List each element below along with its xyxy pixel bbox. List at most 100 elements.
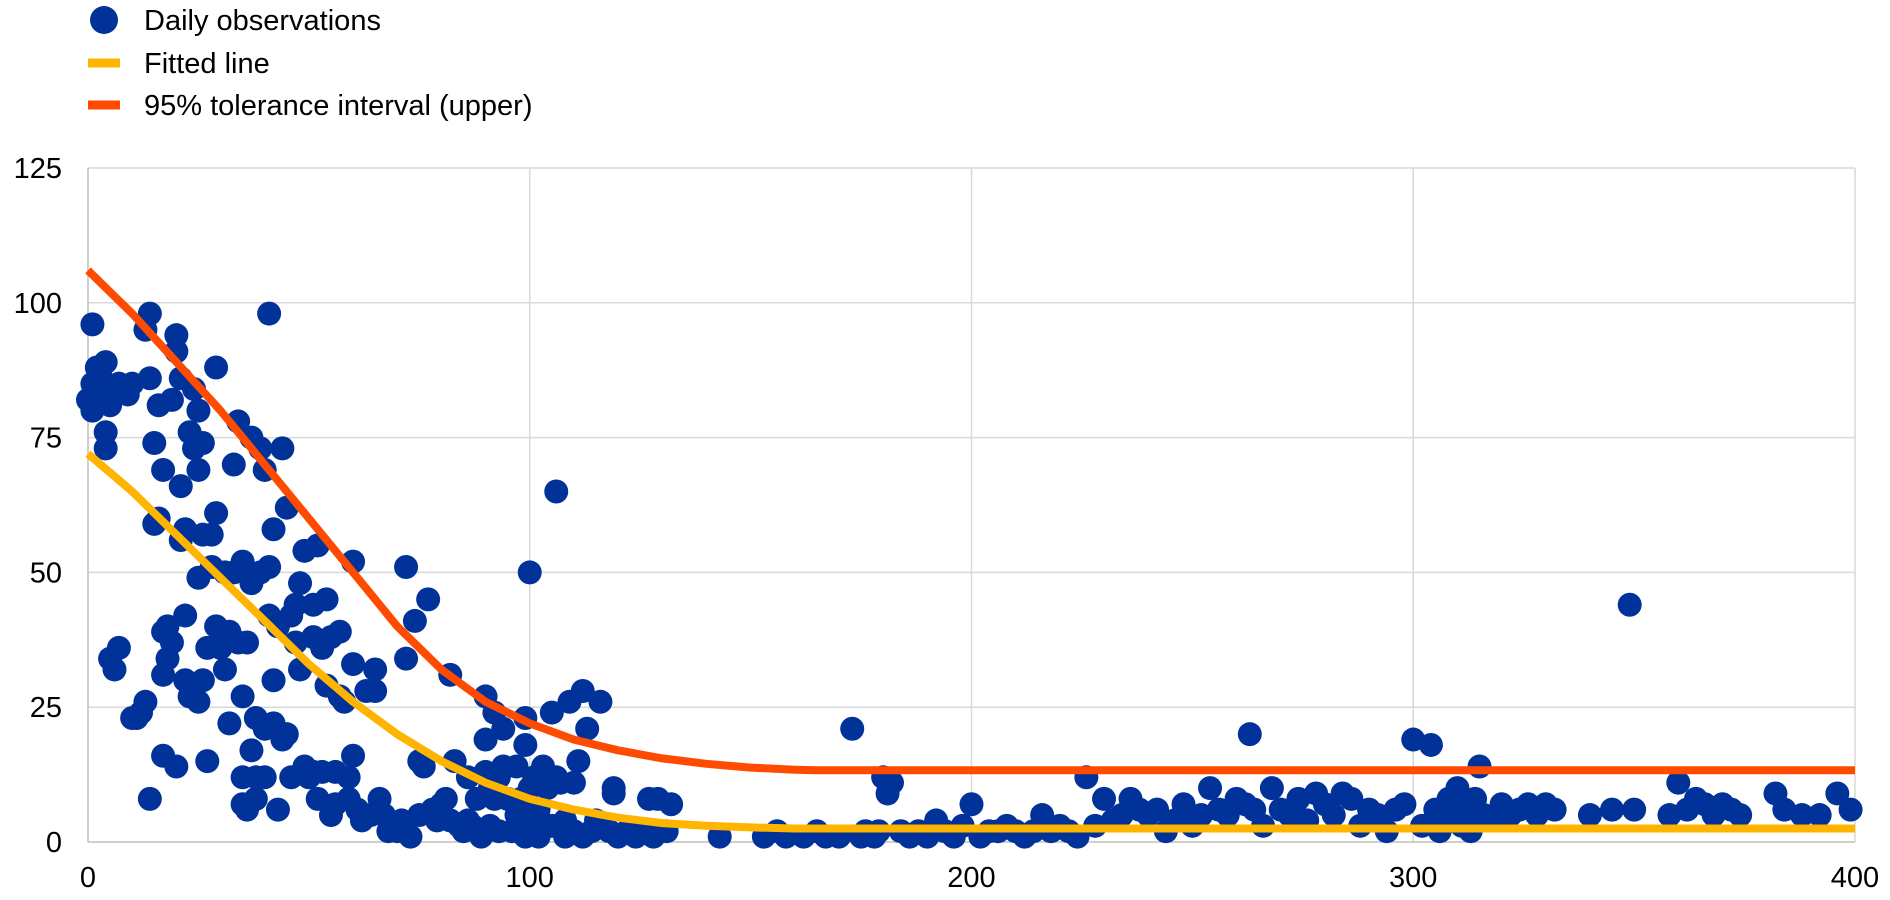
data-point bbox=[204, 355, 229, 380]
data-point bbox=[102, 657, 127, 682]
data-point bbox=[1321, 803, 1346, 828]
data-point bbox=[517, 560, 542, 585]
data-point bbox=[1838, 797, 1863, 822]
data-point bbox=[398, 824, 423, 849]
x-axis-tick-labels: 0 100 200 300 400 bbox=[80, 862, 1879, 894]
data-point bbox=[265, 797, 290, 822]
data-point bbox=[1600, 797, 1625, 822]
data-point bbox=[570, 679, 595, 704]
data-point bbox=[513, 732, 538, 757]
data-point bbox=[137, 786, 162, 811]
data-point bbox=[1807, 803, 1832, 828]
data-point bbox=[341, 652, 366, 677]
data-point bbox=[336, 765, 361, 790]
y-tick-label: 75 bbox=[30, 423, 62, 455]
data-point bbox=[1445, 776, 1470, 801]
data-point bbox=[473, 727, 498, 752]
data-point bbox=[575, 716, 600, 741]
data-point bbox=[252, 765, 277, 790]
data-point bbox=[1198, 776, 1223, 801]
x-tick-label: 0 bbox=[80, 862, 96, 894]
data-point bbox=[204, 501, 229, 526]
grid-lines bbox=[88, 167, 1856, 842]
data-point bbox=[1171, 792, 1196, 817]
data-point bbox=[274, 722, 299, 747]
data-point bbox=[230, 684, 255, 709]
data-point bbox=[164, 754, 189, 779]
data-point bbox=[133, 689, 158, 714]
data-point bbox=[1259, 776, 1284, 801]
data-point bbox=[659, 792, 684, 817]
data-point bbox=[394, 646, 419, 671]
data-point bbox=[270, 436, 295, 461]
data-point bbox=[243, 786, 268, 811]
data-point bbox=[1092, 786, 1117, 811]
data-point bbox=[1339, 786, 1364, 811]
data-point bbox=[416, 587, 441, 612]
data-point bbox=[959, 792, 984, 817]
data-point bbox=[195, 749, 220, 774]
data-point bbox=[212, 657, 237, 682]
data-point bbox=[261, 517, 286, 542]
data-point bbox=[217, 711, 242, 736]
data-point bbox=[235, 630, 260, 655]
data-point bbox=[288, 571, 313, 596]
data-point bbox=[186, 398, 211, 423]
x-tick-label: 300 bbox=[1389, 862, 1437, 894]
data-point bbox=[327, 619, 352, 644]
x-tick-label: 400 bbox=[1831, 862, 1879, 894]
y-tick-label: 0 bbox=[46, 827, 62, 859]
data-point bbox=[363, 657, 388, 682]
data-point bbox=[190, 668, 215, 693]
data-point bbox=[402, 608, 427, 633]
data-point bbox=[190, 430, 215, 455]
data-point bbox=[314, 587, 339, 612]
data-point bbox=[1666, 770, 1691, 795]
data-point bbox=[186, 689, 211, 714]
data-point bbox=[1728, 803, 1753, 828]
data-point bbox=[363, 679, 388, 704]
data-point bbox=[93, 350, 118, 375]
data-point bbox=[394, 555, 419, 580]
x-tick-label: 100 bbox=[506, 862, 554, 894]
data-point bbox=[1392, 792, 1417, 817]
data-point bbox=[1237, 722, 1262, 747]
y-tick-label: 125 bbox=[14, 153, 62, 185]
data-point bbox=[566, 749, 591, 774]
data-point bbox=[840, 716, 865, 741]
data-point bbox=[168, 474, 193, 499]
data-point bbox=[707, 824, 732, 849]
data-point bbox=[1577, 803, 1602, 828]
data-point bbox=[137, 366, 162, 391]
data-point bbox=[601, 781, 626, 806]
fitted-line bbox=[85, 450, 1855, 833]
y-tick-label: 25 bbox=[30, 692, 62, 724]
data-point bbox=[257, 301, 282, 326]
data-point bbox=[588, 689, 613, 714]
data-point bbox=[1418, 732, 1443, 757]
data-point bbox=[504, 754, 529, 779]
data-point bbox=[221, 452, 246, 477]
legend-label-tolerance-interval: 95% tolerance interval (upper) bbox=[144, 90, 532, 122]
data-point bbox=[491, 716, 516, 741]
data-point bbox=[1542, 797, 1567, 822]
data-point bbox=[173, 603, 198, 628]
data-point bbox=[239, 738, 264, 763]
legend-label-fitted-line: Fitted line bbox=[144, 48, 270, 80]
data-point bbox=[186, 457, 211, 482]
data-point bbox=[341, 743, 366, 768]
chart-legend: Daily observations Fitted line 95% toler… bbox=[88, 5, 532, 122]
legend-label-daily-observations: Daily observations bbox=[144, 5, 381, 37]
y-tick-label: 50 bbox=[30, 557, 62, 589]
data-point bbox=[106, 635, 131, 660]
legend-marker-daily-observations bbox=[90, 6, 118, 34]
data-point bbox=[199, 522, 224, 547]
data-point bbox=[230, 549, 255, 574]
data-point bbox=[561, 770, 586, 795]
data-point bbox=[137, 301, 162, 326]
data-point bbox=[93, 420, 118, 445]
data-point bbox=[1789, 803, 1814, 828]
data-point bbox=[261, 668, 286, 693]
data-point bbox=[283, 592, 308, 617]
